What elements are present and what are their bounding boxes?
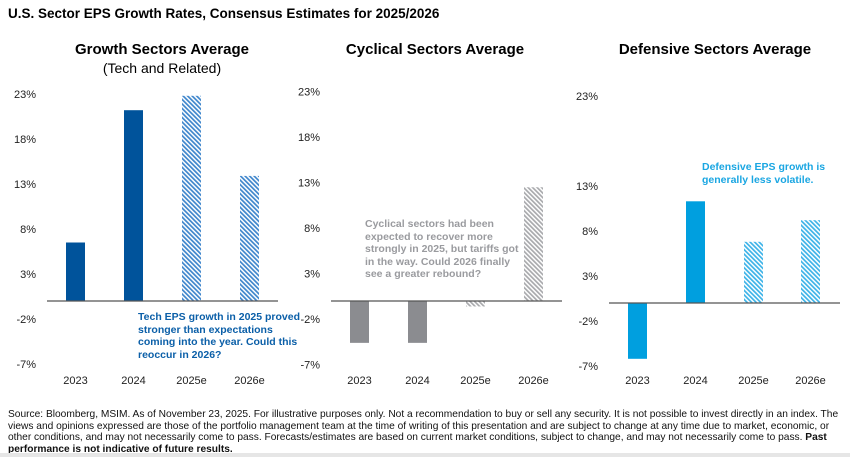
y-tick-label: 23% xyxy=(298,87,320,99)
y-tick-label: -2% xyxy=(16,314,36,326)
bar-2026e xyxy=(524,187,543,301)
x-tick-label: 2025e xyxy=(460,375,491,387)
y-tick-label: 3% xyxy=(582,271,598,283)
y-tick-label: 13% xyxy=(576,181,598,193)
x-tick-label: 2025e xyxy=(738,375,769,387)
bar-2026e xyxy=(801,220,820,303)
growth-chart: 23% 18% 13% 8% 3% -2% -7% 2023 2024 2025e 2026e xyxy=(14,89,278,387)
y-tick-label: -7% xyxy=(578,361,598,373)
x-tick-label: 2026e xyxy=(234,375,265,387)
cyclical-chart: 23% 18% 13% 8% 3% -2% -7% 2023 2024 2025e 2026e xyxy=(298,87,562,387)
x-tick-label: 2023 xyxy=(347,375,371,387)
x-tick-label: 2026e xyxy=(518,375,549,387)
growth-chart-title: Growth Sectors Average xyxy=(75,41,249,58)
charts-canvas: 23% 18% 13% 8% 3% -2% -7% 2023 2024 2025e 2026e 23… xyxy=(14,87,840,387)
y-tick-label: 3% xyxy=(304,269,320,281)
footer-disclaimer: Source: Bloomberg, MSIM. As of November … xyxy=(8,409,846,455)
bottom-band xyxy=(0,453,850,457)
x-tick-label: 2024 xyxy=(405,375,429,387)
bar-2026e xyxy=(240,175,259,301)
bar-2025e xyxy=(182,95,201,301)
footer-text: Source: Bloomberg, MSIM. As of November … xyxy=(8,409,839,443)
y-tick-label: 8% xyxy=(20,224,36,236)
y-tick-label: 8% xyxy=(304,223,320,235)
x-tick-label: 2026e xyxy=(795,375,826,387)
x-tick-label: 2023 xyxy=(63,375,87,387)
y-tick-label: 8% xyxy=(582,226,598,238)
y-tick-label: -7% xyxy=(300,360,320,372)
y-tick-label: -2% xyxy=(300,314,320,326)
y-tick-label: 3% xyxy=(20,269,36,281)
y-tick-label: 23% xyxy=(576,91,598,103)
footer-bold-text: Past performance is not indicative of fu… xyxy=(8,432,827,455)
cyclical-annotation: Cyclical sectors had been expected to re… xyxy=(365,218,519,280)
defensive-chart: 23% 13% 8% 3% -2% -7% 2023 2024 2025e 2026e xyxy=(576,91,840,387)
bar-2024 xyxy=(408,301,427,343)
y-tick-label: -7% xyxy=(16,359,36,371)
y-tick-label: 18% xyxy=(298,132,320,144)
bar-2024 xyxy=(686,201,705,303)
growth-annotation: Tech EPS growth in 2025 proved stronger … xyxy=(138,311,301,361)
bar-2023 xyxy=(628,303,647,359)
x-tick-label: 2025e xyxy=(176,375,207,387)
y-tick-label: 13% xyxy=(298,178,320,190)
bar-2024 xyxy=(124,110,143,301)
y-tick-label: 18% xyxy=(14,134,36,146)
defensive-annotation: Defensive EPS growth is generally less v… xyxy=(702,161,826,186)
bar-2023 xyxy=(350,301,369,343)
bar-2025e xyxy=(466,301,485,307)
bar-2023 xyxy=(66,242,85,301)
x-tick-label: 2024 xyxy=(683,375,707,387)
x-tick-label: 2023 xyxy=(625,375,649,387)
bar-2025e xyxy=(744,241,763,303)
cyclical-chart-title: Cyclical Sectors Average xyxy=(345,41,525,58)
y-tick-label: 13% xyxy=(14,179,36,191)
y-tick-label: 23% xyxy=(14,89,36,101)
x-tick-label: 2024 xyxy=(121,375,145,387)
y-tick-label: -2% xyxy=(578,316,598,328)
main-title: U.S. Sector EPS Growth Rates, Consensus … xyxy=(8,6,440,21)
growth-chart-subtitle: (Tech and Related) xyxy=(102,60,222,76)
defensive-chart-title: Defensive Sectors Average xyxy=(618,41,812,58)
